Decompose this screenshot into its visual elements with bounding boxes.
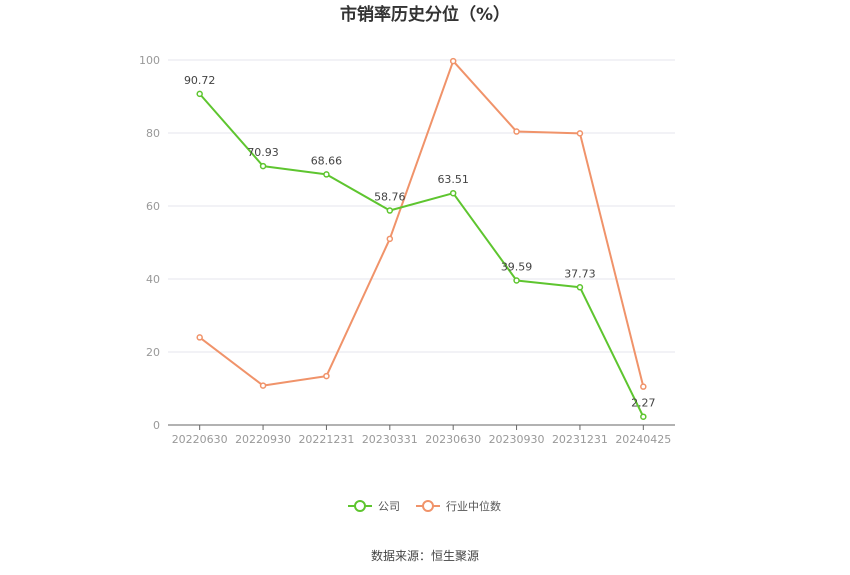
data-point xyxy=(323,372,330,380)
data-point xyxy=(640,413,647,420)
x-tick-label: 20230630 xyxy=(425,433,481,446)
y-tick-label: 100 xyxy=(139,54,160,67)
data-label: 90.72 xyxy=(184,74,216,87)
data-point xyxy=(576,130,584,137)
y-tick-label: 40 xyxy=(146,273,160,286)
data-point xyxy=(449,57,457,65)
data-point xyxy=(386,207,394,214)
data-point xyxy=(196,90,203,98)
grid-layer xyxy=(168,59,675,353)
data-point xyxy=(576,284,584,291)
y-tick-label: 60 xyxy=(146,200,160,213)
axis-layer: 0 20 40 60 80 100 20220630 20220930 20221231 2023… xyxy=(139,54,675,446)
data-point xyxy=(386,235,394,243)
x-tick-label: 20220930 xyxy=(235,433,291,446)
data-point xyxy=(513,277,520,284)
y-tick-label: 0 xyxy=(153,419,160,432)
data-point xyxy=(196,334,203,341)
x-tick-label: 20230930 xyxy=(489,433,545,446)
x-tick-label: 20220630 xyxy=(172,433,228,446)
source-text: 数据来源：恒生聚源 xyxy=(371,548,479,563)
chart-title: 市销率历史分位（%） xyxy=(340,4,510,25)
legend-marker xyxy=(354,500,366,512)
data-point xyxy=(259,382,267,389)
data-point xyxy=(449,189,457,197)
data-label: 39.59 xyxy=(501,260,533,273)
legend-marker xyxy=(422,500,434,512)
data-label: 37.73 xyxy=(564,267,596,280)
series-line xyxy=(199,60,645,387)
series-line xyxy=(198,93,645,418)
x-tick-label: 20230331 xyxy=(362,433,418,446)
x-tick-label: 20231231 xyxy=(552,433,608,446)
data-label-layer: 90.72 70.93 68.66 58.76 63.51 39.59 37.73 2.27 xyxy=(184,74,656,410)
x-tick-label: 20240425 xyxy=(615,433,671,446)
data-label: 2.27 xyxy=(631,397,656,410)
data-point xyxy=(259,162,267,170)
legend-label: 行业中位数 xyxy=(446,499,501,513)
y-tick-label: 80 xyxy=(146,127,160,140)
legend-label: 公司 xyxy=(378,500,400,513)
data-label: 63.51 xyxy=(437,173,469,186)
data-point xyxy=(513,128,520,135)
series-layer xyxy=(196,57,647,420)
data-label: 70.93 xyxy=(247,146,279,159)
data-label: 58.76 xyxy=(374,191,406,204)
data-label: 68.66 xyxy=(311,154,343,167)
legend: 公司 行业中位数 xyxy=(348,499,501,513)
y-tick-label: 20 xyxy=(146,346,160,359)
x-tick-label: 20221231 xyxy=(298,433,354,446)
data-point xyxy=(640,383,647,390)
data-point xyxy=(323,171,330,178)
